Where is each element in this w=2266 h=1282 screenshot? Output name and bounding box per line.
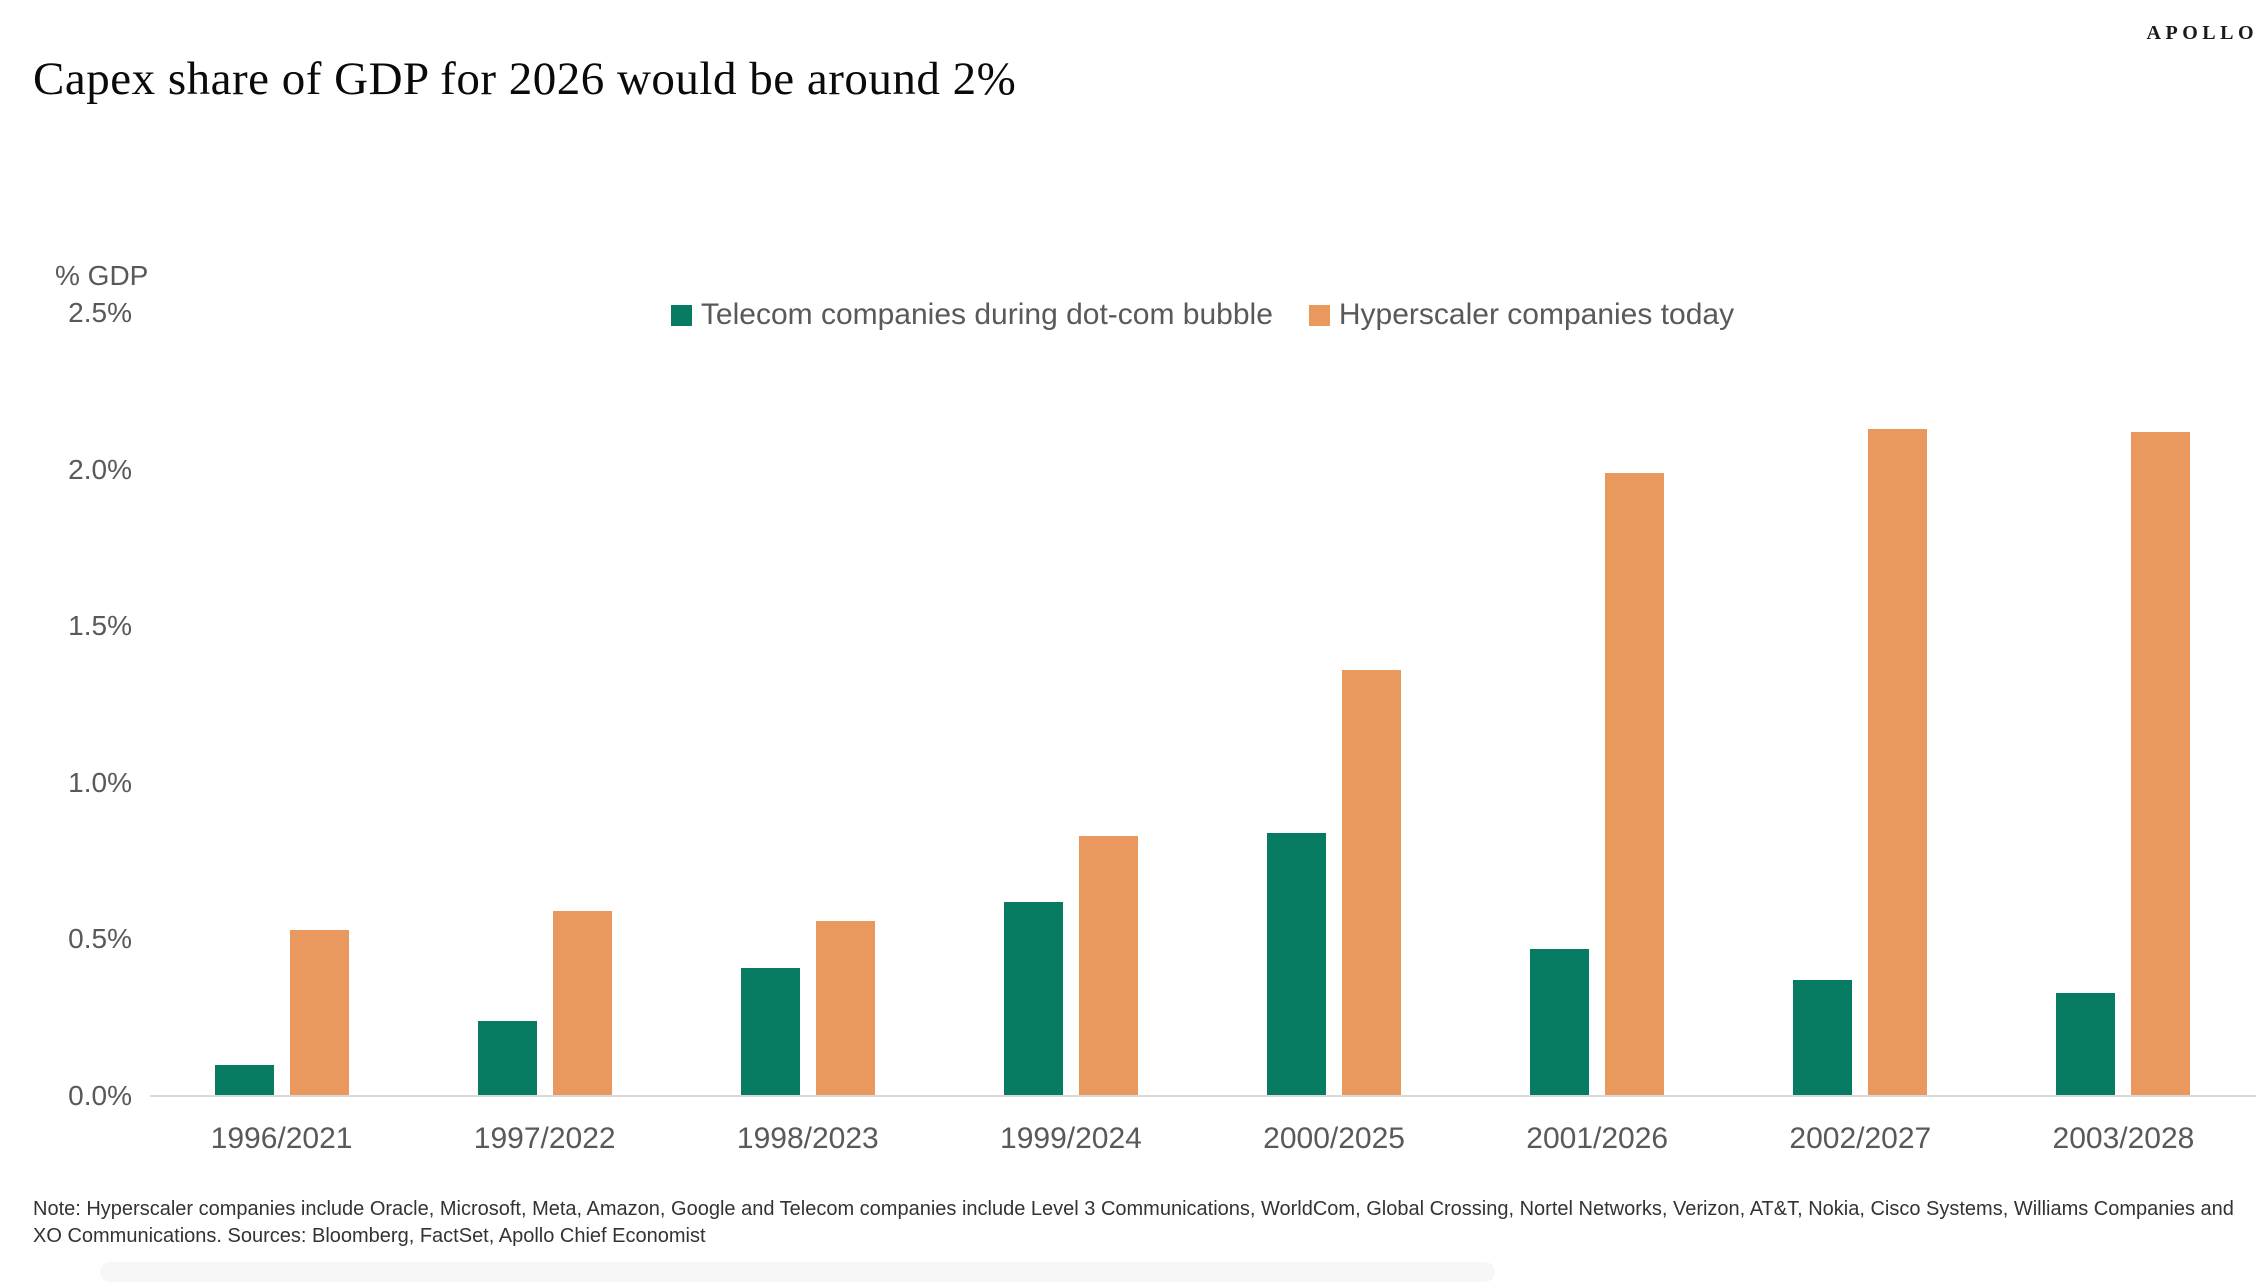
telecom-bar-1998/2023 xyxy=(740,967,800,1096)
x-category-label: 2002/2027 xyxy=(1789,1122,1932,1155)
bar-plot-area xyxy=(150,313,2255,1096)
x-category-label: 1998/2023 xyxy=(736,1122,879,1155)
telecom-bar-2003/2028 xyxy=(2056,992,2116,1096)
x-axis-baseline xyxy=(150,1095,2256,1097)
apollo-logo: APOLLO xyxy=(2146,22,2258,44)
hyperscaler-bar-1997/2022 xyxy=(552,911,612,1096)
legend-label: Hyperscaler companies today xyxy=(1338,298,1735,331)
legend-item: Telecom companies during dot-com bubble xyxy=(670,298,1273,332)
x-category-label: 1997/2022 xyxy=(473,1122,616,1155)
hyperscaler-bar-2000/2025 xyxy=(1342,670,1402,1096)
telecom-bar-1997/2022 xyxy=(477,1020,537,1096)
legend-label: Telecom companies during dot-com bubble xyxy=(700,298,1273,331)
hyperscaler-bar-2002/2027 xyxy=(1868,428,1928,1096)
telecom-bar-2001/2026 xyxy=(1530,948,1590,1096)
x-category-label: 2001/2026 xyxy=(1526,1122,1669,1155)
x-axis-category-labels: 1996/2021 1997/2022 1998/2023 1999/2024 2000… xyxy=(150,1122,2255,1166)
x-category-label: 2000/2025 xyxy=(1263,1122,1405,1155)
hyperscaler-bar-1996/2021 xyxy=(289,930,349,1096)
source-note: Note: Hyperscaler companies include Orac… xyxy=(33,1198,2234,1247)
telecom-bar-2000/2025 xyxy=(1267,832,1327,1096)
y-tick-label: 2.0% xyxy=(68,453,132,485)
x-category-label: 1999/2024 xyxy=(1000,1122,1142,1155)
hyperscaler-bar-1998/2023 xyxy=(815,920,875,1096)
x-category-label: 2003/2028 xyxy=(2052,1122,2195,1155)
y-tick-label: 0.0% xyxy=(68,1080,132,1111)
chart-legend: Telecom companies during dot-com bubble H… xyxy=(150,293,2255,337)
y-axis-unit-label: % GDP xyxy=(55,260,149,291)
hyperscaler-bar-2003/2028 xyxy=(2131,432,2191,1096)
x-category-label: 1996/2021 xyxy=(210,1122,353,1155)
telecom-bar-1996/2021 xyxy=(214,1064,274,1096)
hyperscaler-bar-2001/2026 xyxy=(1605,472,1665,1096)
legend-swatch-icon xyxy=(670,304,692,326)
hyperscaler-bar-1999/2024 xyxy=(1078,836,1138,1096)
horizontal-scrollbar-thumb[interactable] xyxy=(100,1262,1495,1282)
telecom-bar-2002/2027 xyxy=(1793,980,1853,1096)
y-tick-label: 0.5% xyxy=(68,923,132,955)
telecom-bar-1999/2024 xyxy=(1003,901,1063,1096)
y-tick-label: 2.5% xyxy=(68,297,132,328)
legend-item: Hyperscaler companies today xyxy=(1308,298,1735,332)
chart-title: Capex share of GDP for 2026 would be aro… xyxy=(33,53,1017,105)
legend-swatch-icon xyxy=(1308,304,1330,326)
y-tick-label: 1.5% xyxy=(68,610,132,642)
y-axis-tick-labels: 2.5% 2.0% 1.5% 1.0% 0.5% 0.0% xyxy=(0,0,132,1282)
y-tick-label: 1.0% xyxy=(68,766,132,798)
